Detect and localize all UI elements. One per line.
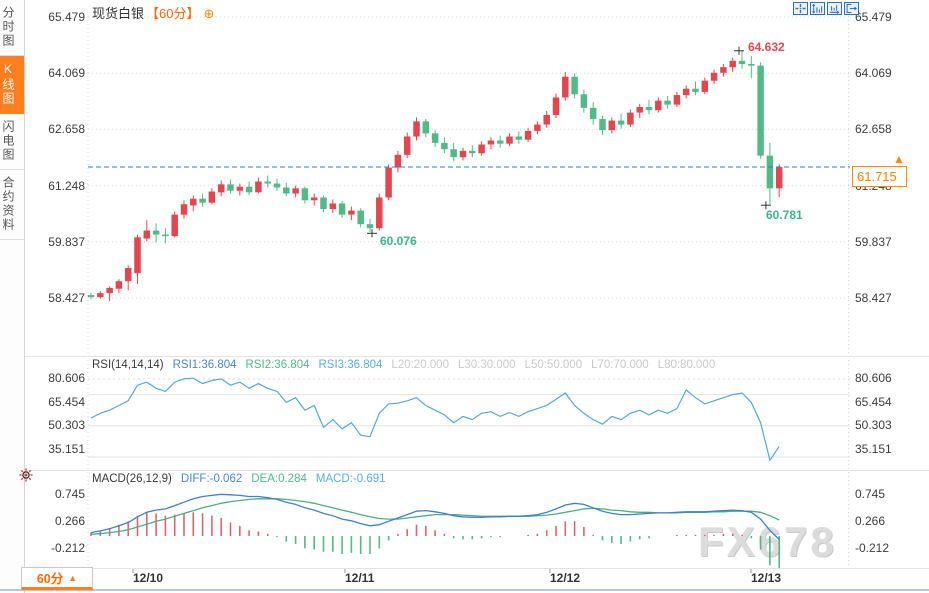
rsi-header-item-1: RSI1:36.804 (172, 359, 237, 371)
high-marker-cross (734, 46, 744, 55)
rsi-header-item-5: L30:30.000 (457, 359, 516, 371)
x-axis-zoom-icon[interactable] (827, 2, 842, 15)
macd-axis-label-right: 0.266 (855, 514, 886, 528)
rsi-line-series (90, 377, 780, 462)
main-axis-label-left: 58.427 (48, 291, 85, 306)
low-marker-cross (760, 201, 771, 210)
period-tab-label: 60分 (36, 572, 64, 586)
sidebar: 分时图 K线图 闪电图 合约资料 (0, 0, 25, 593)
y-axis-zoom-icon[interactable] (810, 2, 825, 15)
macd-axis-label-left: 0.266 (54, 514, 85, 528)
macd-axis-label-left: -0.212 (50, 540, 85, 555)
current-price-box: 61.715 (852, 166, 907, 187)
macd-header-item-1: DIFF:-0.062 (180, 473, 243, 485)
macd-axis-label-left: 0.745 (54, 487, 85, 501)
price-up-arrow-icon: ▲ (893, 152, 905, 166)
period-tab-60min[interactable]: 60分 ▲ (21, 567, 93, 590)
rsi-header-item-2: RSI2:36.804 (245, 359, 310, 371)
crosshair-icon[interactable] (793, 2, 808, 15)
restore-view-icon[interactable] (844, 2, 859, 15)
swing-low-annotation: 60.076 (380, 234, 417, 248)
rsi-indicator-header: RSI(14,14,14) RSI1:36.804 RSI2:36.804 RSI3:… (92, 359, 724, 371)
main-axis-label-left: 59.837 (48, 234, 85, 249)
rsi-axis-label-right: 80.606 (855, 371, 892, 385)
rsi-header-item-8: L80:80.000 (657, 359, 716, 371)
date-label-12-10: 12/10 (133, 571, 164, 585)
rsi-axis-label-left: 65.454 (48, 394, 85, 409)
rsi-axis-label-left: 80.606 (48, 371, 85, 385)
sidebar-tab-kline-chart[interactable]: K线图 (0, 56, 24, 114)
indicator-settings-icon[interactable] (19, 468, 33, 487)
rsi-header-item-3: RSI3:36.804 (318, 359, 383, 371)
main-axis-label-right: 64.069 (855, 66, 892, 81)
main-axis-label-right: 59.837 (855, 234, 892, 249)
macd-indicator-header: MACD(26,12,9) DIFF:-0.062 DEA:0.284 MACD:-0… (92, 473, 395, 485)
macd-dea-line (90, 498, 780, 535)
macd-header-item-2: DEA:0.284 (251, 473, 307, 485)
date-label-12-12: 12/12 (550, 571, 581, 585)
rsi-axis-label-right: 35.151 (855, 441, 892, 456)
symbol-name: 现货白银 (92, 6, 145, 21)
main-axis-label-left: 61.248 (48, 178, 85, 193)
rsi-header-item-6: L50:50.000 (524, 359, 583, 371)
main-axis-label-right: 58.427 (855, 291, 892, 306)
candlestick-series (87, 50, 783, 302)
sidebar-tab-contract-info[interactable]: 合约资料 (0, 170, 24, 240)
macd-axis-label-right: 0.745 (855, 487, 886, 501)
chart-title: 现货白银 【60分】 ⊕ (92, 3, 214, 22)
main-grid (87, 12, 850, 573)
main-axis-label-left: 62.658 (48, 122, 85, 137)
main-axis-label-left: 64.069 (48, 66, 85, 81)
sidebar-tab-time-chart[interactable]: 分时图 (0, 0, 24, 56)
rsi-axis-label-left: 35.151 (48, 441, 85, 456)
divider-main-rsi (25, 356, 929, 357)
rsi-axis-label-right: 50.303 (855, 418, 892, 433)
add-indicator-icon[interactable]: ⊕ (203, 6, 215, 21)
low-price-annotation: 60.781 (766, 208, 803, 222)
window-bottom-edge (0, 589, 929, 591)
divider-xaxis (25, 568, 929, 569)
date-label-12-11: 12/11 (345, 571, 375, 585)
period-tag: 【60分】 (146, 6, 200, 21)
macd-series (90, 493, 781, 568)
macd-header-item-3: MACD:-0.691 (315, 473, 386, 485)
rsi-grid (88, 378, 850, 458)
date-label-12-13: 12/13 (751, 571, 782, 585)
swing-low-marker-cross (367, 229, 377, 238)
sidebar-tab-flash-chart[interactable]: 闪电图 (0, 114, 24, 170)
rsi-axis-label-left: 50.303 (48, 418, 85, 433)
macd-axis-label-right: -0.212 (855, 540, 890, 555)
rsi-axis-label-right: 65.454 (855, 394, 892, 409)
high-price-annotation: 64.632 (748, 40, 785, 54)
main-axis-label-right: 65.479 (855, 10, 892, 24)
main-axis-label-left: 65.479 (48, 10, 85, 24)
rsi-header-item-7: L70:70.000 (591, 359, 649, 371)
divider-rsi-macd (25, 470, 929, 471)
macd-header-item-0: MACD(26,12,9) (92, 473, 172, 485)
period-tab-arrow-icon: ▲ (68, 572, 78, 583)
current-price-value: 61.715 (857, 169, 897, 184)
chart-toolbar (793, 2, 859, 15)
main-axis-label-right: 62.658 (855, 122, 892, 137)
rsi-header-item-4: L20:20.000 (391, 359, 449, 371)
macd-diff-line (90, 493, 780, 540)
rsi-header-item-0: RSI(14,14,14) (92, 359, 164, 371)
